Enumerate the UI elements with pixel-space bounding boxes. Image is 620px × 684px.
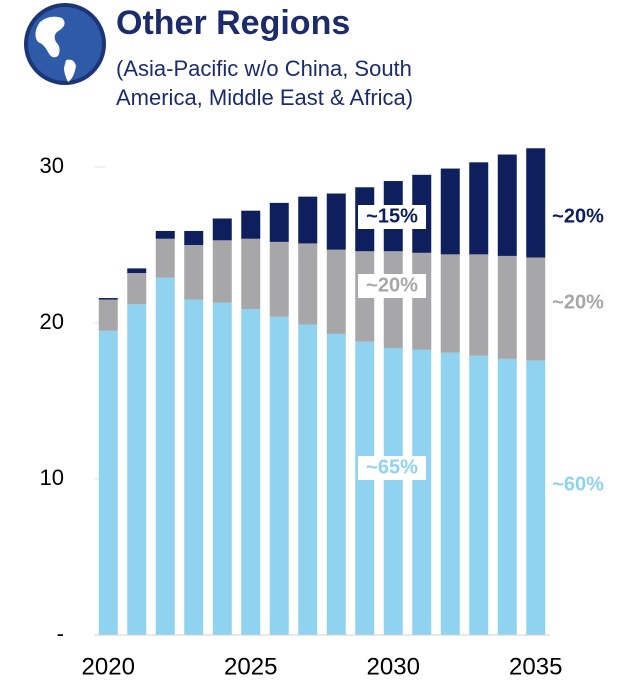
bar-segment bbox=[298, 196, 318, 244]
bar-segment bbox=[155, 230, 175, 239]
annotation: ~20% bbox=[552, 291, 604, 313]
bar-segment bbox=[269, 316, 289, 635]
bar-segment bbox=[497, 154, 517, 256]
bar-segment bbox=[412, 252, 432, 350]
bar-segment bbox=[241, 210, 261, 239]
bar-segment bbox=[526, 148, 546, 258]
bar-segment bbox=[326, 249, 346, 334]
annotation: ~15% bbox=[366, 205, 418, 227]
x-tick-label: 2025 bbox=[224, 653, 277, 680]
x-tick-label: 2035 bbox=[509, 653, 562, 680]
bar-segment bbox=[383, 347, 403, 635]
bar-segment bbox=[212, 240, 232, 303]
bar-segment bbox=[269, 241, 289, 317]
bar-segment bbox=[298, 324, 318, 635]
bar-segment bbox=[469, 355, 489, 635]
annotation: ~20% bbox=[366, 274, 418, 296]
annotation: ~65% bbox=[366, 456, 418, 478]
bar-segment bbox=[526, 360, 546, 635]
y-tick-label: - bbox=[57, 621, 64, 646]
bar-segment bbox=[469, 254, 489, 356]
bar-segment bbox=[269, 202, 289, 242]
annotation: ~60% bbox=[552, 473, 604, 495]
y-tick-label: 30 bbox=[40, 153, 64, 178]
bar-segment bbox=[412, 349, 432, 635]
bar-segment bbox=[241, 308, 261, 635]
bar-segment bbox=[98, 298, 118, 300]
bar-segment bbox=[155, 238, 175, 278]
annotation-bg bbox=[358, 274, 426, 298]
globe-icon bbox=[24, 3, 106, 85]
bar-segment bbox=[184, 245, 204, 300]
bar-segment bbox=[98, 299, 118, 331]
bar-segment bbox=[526, 257, 546, 361]
chart-subtitle: (Asia-Pacific w/o China, South America, … bbox=[116, 56, 414, 110]
x-tick-label: 2020 bbox=[82, 653, 135, 680]
bar-segment bbox=[241, 238, 261, 309]
y-tick-label: 20 bbox=[40, 309, 64, 334]
bar-segment bbox=[184, 230, 204, 245]
bar-segment bbox=[155, 277, 175, 635]
y-tick-label: 10 bbox=[40, 465, 64, 490]
bar-segment bbox=[440, 352, 460, 635]
bar-segment bbox=[98, 330, 118, 635]
annotation-bg bbox=[358, 456, 426, 480]
bar-segment bbox=[326, 193, 346, 250]
bar-segment bbox=[469, 162, 489, 255]
annotation-bg bbox=[358, 205, 426, 229]
bar-segment bbox=[298, 243, 318, 325]
bar-segment bbox=[355, 341, 375, 635]
bar-segment bbox=[212, 302, 232, 635]
bar-segment bbox=[383, 251, 403, 348]
bar-segment bbox=[497, 358, 517, 635]
x-tick-label: 2030 bbox=[367, 653, 420, 680]
chart-title: Other Regions bbox=[116, 4, 351, 42]
bar-segment bbox=[127, 268, 147, 274]
bar-segment bbox=[440, 254, 460, 353]
bar-segment bbox=[440, 168, 460, 255]
bar-segment bbox=[212, 218, 232, 241]
bar-segment bbox=[497, 255, 517, 359]
bar-segment bbox=[127, 273, 147, 305]
bar-segment bbox=[184, 299, 204, 635]
bar-segment bbox=[127, 304, 147, 635]
bar-segment bbox=[326, 333, 346, 635]
annotation: ~20% bbox=[552, 205, 604, 227]
